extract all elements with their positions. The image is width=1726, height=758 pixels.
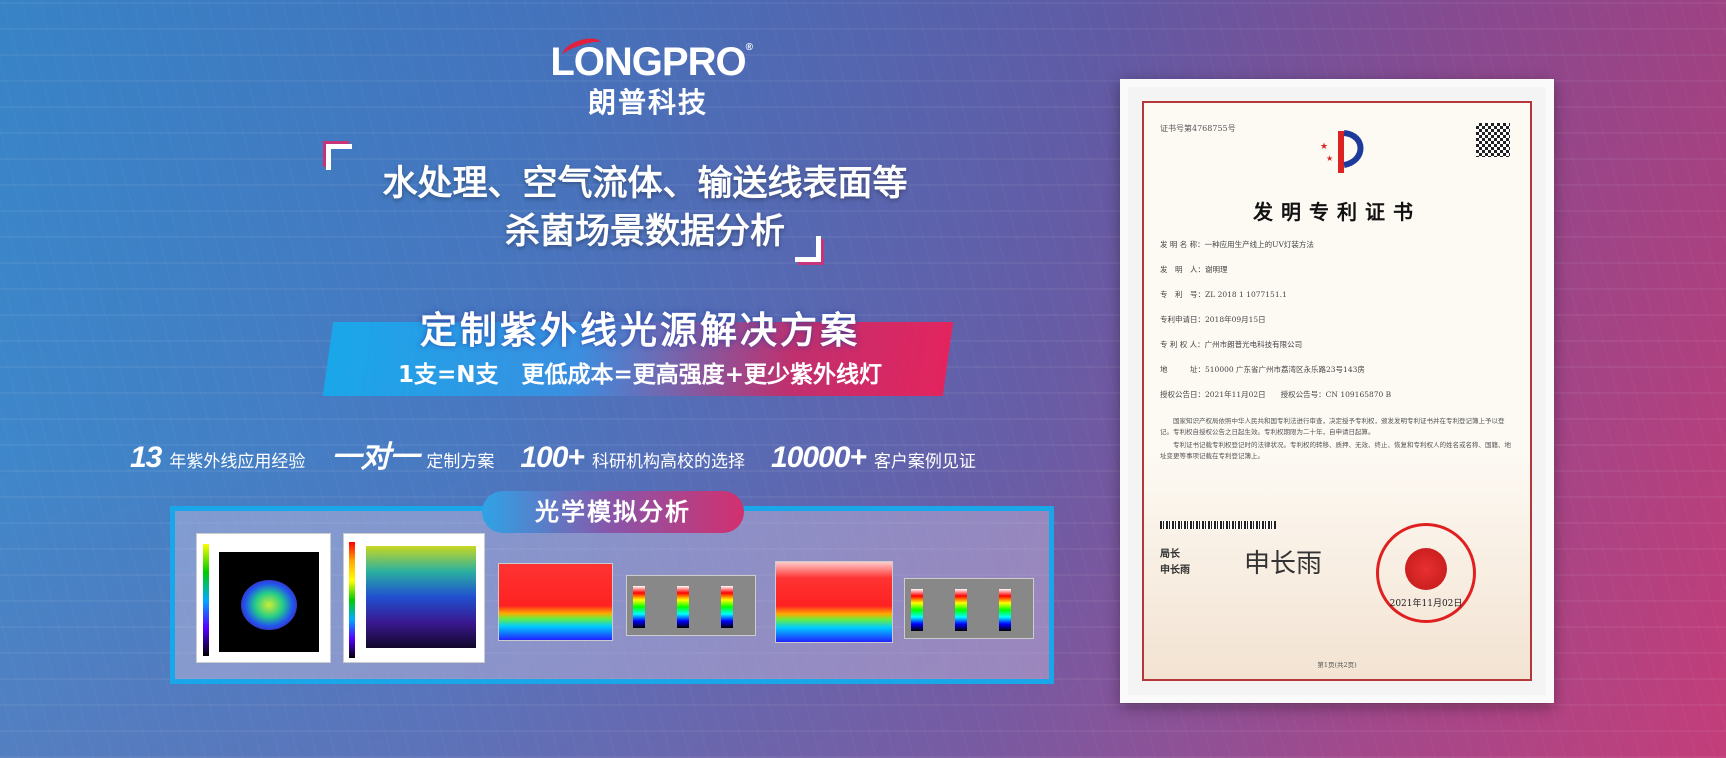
barcode-icon [1160,521,1276,529]
headline: 水处理、空气流体、输送线表面等 杀菌场景数据分析 [330,160,960,256]
color-scales-1 [626,575,756,636]
stat-value: 13 [130,441,162,474]
stat-value: 10000+ [770,441,867,474]
svg-text:★: ★ [1326,154,1333,163]
banner-title: 定制紫外线光源解决方案 [420,309,860,352]
registered-mark: ® [745,42,753,53]
cnipa-emblem-icon: ★★ [1320,130,1364,173]
certificate-title: 发明专利证书 [1253,200,1421,224]
certificate-number: 证书号第4768755号 [1160,124,1236,133]
company-logo: LONGPRO ® 朗普科技 [548,34,753,121]
heatmap-2 [775,561,893,643]
seal-date: 2021年11月02日 [1389,599,1463,609]
certificate-body: 国家知识产权局依照中华人民共和国专利法进行审查，决定授予专利权，颁发发明专利证书… [1160,417,1505,436]
stat-label: 客户案例见证 [873,452,976,472]
bracket-close-icon [795,236,821,262]
certificate-body: 专利证书记载专利权登记时的法律状况。专利权的转移、质押、无效、终止、恢复和专利权… [1160,441,1511,460]
bracket-open-icon [326,144,352,170]
certificate-field: 发 明 人：谢明理 [1160,265,1228,274]
heatmap-1 [498,563,613,641]
headline-line1: 水处理、空气流体、输送线表面等 [382,164,908,204]
certificate-field: 授权公告日：2021年11月02日 授权公告号：CN 109165870 B [1160,390,1392,399]
signature: 申长雨 [1244,549,1323,579]
patent-certificate-frame: 证书号第4768755号 ★ ★ 发明专利证书 发 明 名 称：一种应用生产线上的… [1120,79,1554,703]
headline-line2: 杀菌场景数据分析 [504,212,785,252]
signer-title: 局长 [1160,549,1180,560]
certificate-field: 专 利 号：ZL 2018 1 1077151.1 [1160,290,1287,299]
svg-text:★: ★ [1320,142,1328,152]
banner-subtitle: 1支=N支 更低成本=更高强度+更少紫外线灯 [397,362,883,388]
stats-row: 13 年紫外线应用经验 一对一 定制方案 100+ 科研机构高校的选择 10000+ 客… [130,432,994,476]
signer-block: 局长 申长雨 [1160,547,1190,579]
patent-certificate: 证书号第4768755号 ★ ★ 发明专利证书 发 明 名 称：一种应用生产线上的… [1142,101,1532,681]
stat-label: 定制方案 [426,452,495,472]
logo-text: LONGPRO [550,40,746,84]
stat-value: 100+ [520,441,585,474]
official-seal: 2021年11月02日 [1376,523,1476,623]
analysis-tab: 光学模拟分析 [482,491,744,533]
certificate-field: 专 利 权 人：广州市朗普光电科技有限公司 [1160,340,1303,349]
color-scales-2 [904,578,1034,639]
logo-chinese: 朗普科技 [587,86,708,119]
certificate-field: 发 明 名 称：一种应用生产线上的UV灯装方法 [1160,240,1314,249]
stat-label: 科研机构高校的选择 [591,452,745,472]
irradiance-map-ellipse [196,533,331,663]
stat-label: 年紫外线应用经验 [169,452,306,472]
signer-name: 申长雨 [1160,565,1190,576]
irradiance-map-scatter [343,533,485,663]
page-number: 第1页(共2页) [1317,661,1357,669]
qr-code-icon [1476,123,1510,157]
certificate-field: 地 址：510000 广东省广州市荔湾区永乐路23号143房 [1160,365,1365,374]
stat-value: 一对一 [331,441,419,474]
certificate-field: 专利申请日：2018年09月15日 [1160,315,1266,324]
